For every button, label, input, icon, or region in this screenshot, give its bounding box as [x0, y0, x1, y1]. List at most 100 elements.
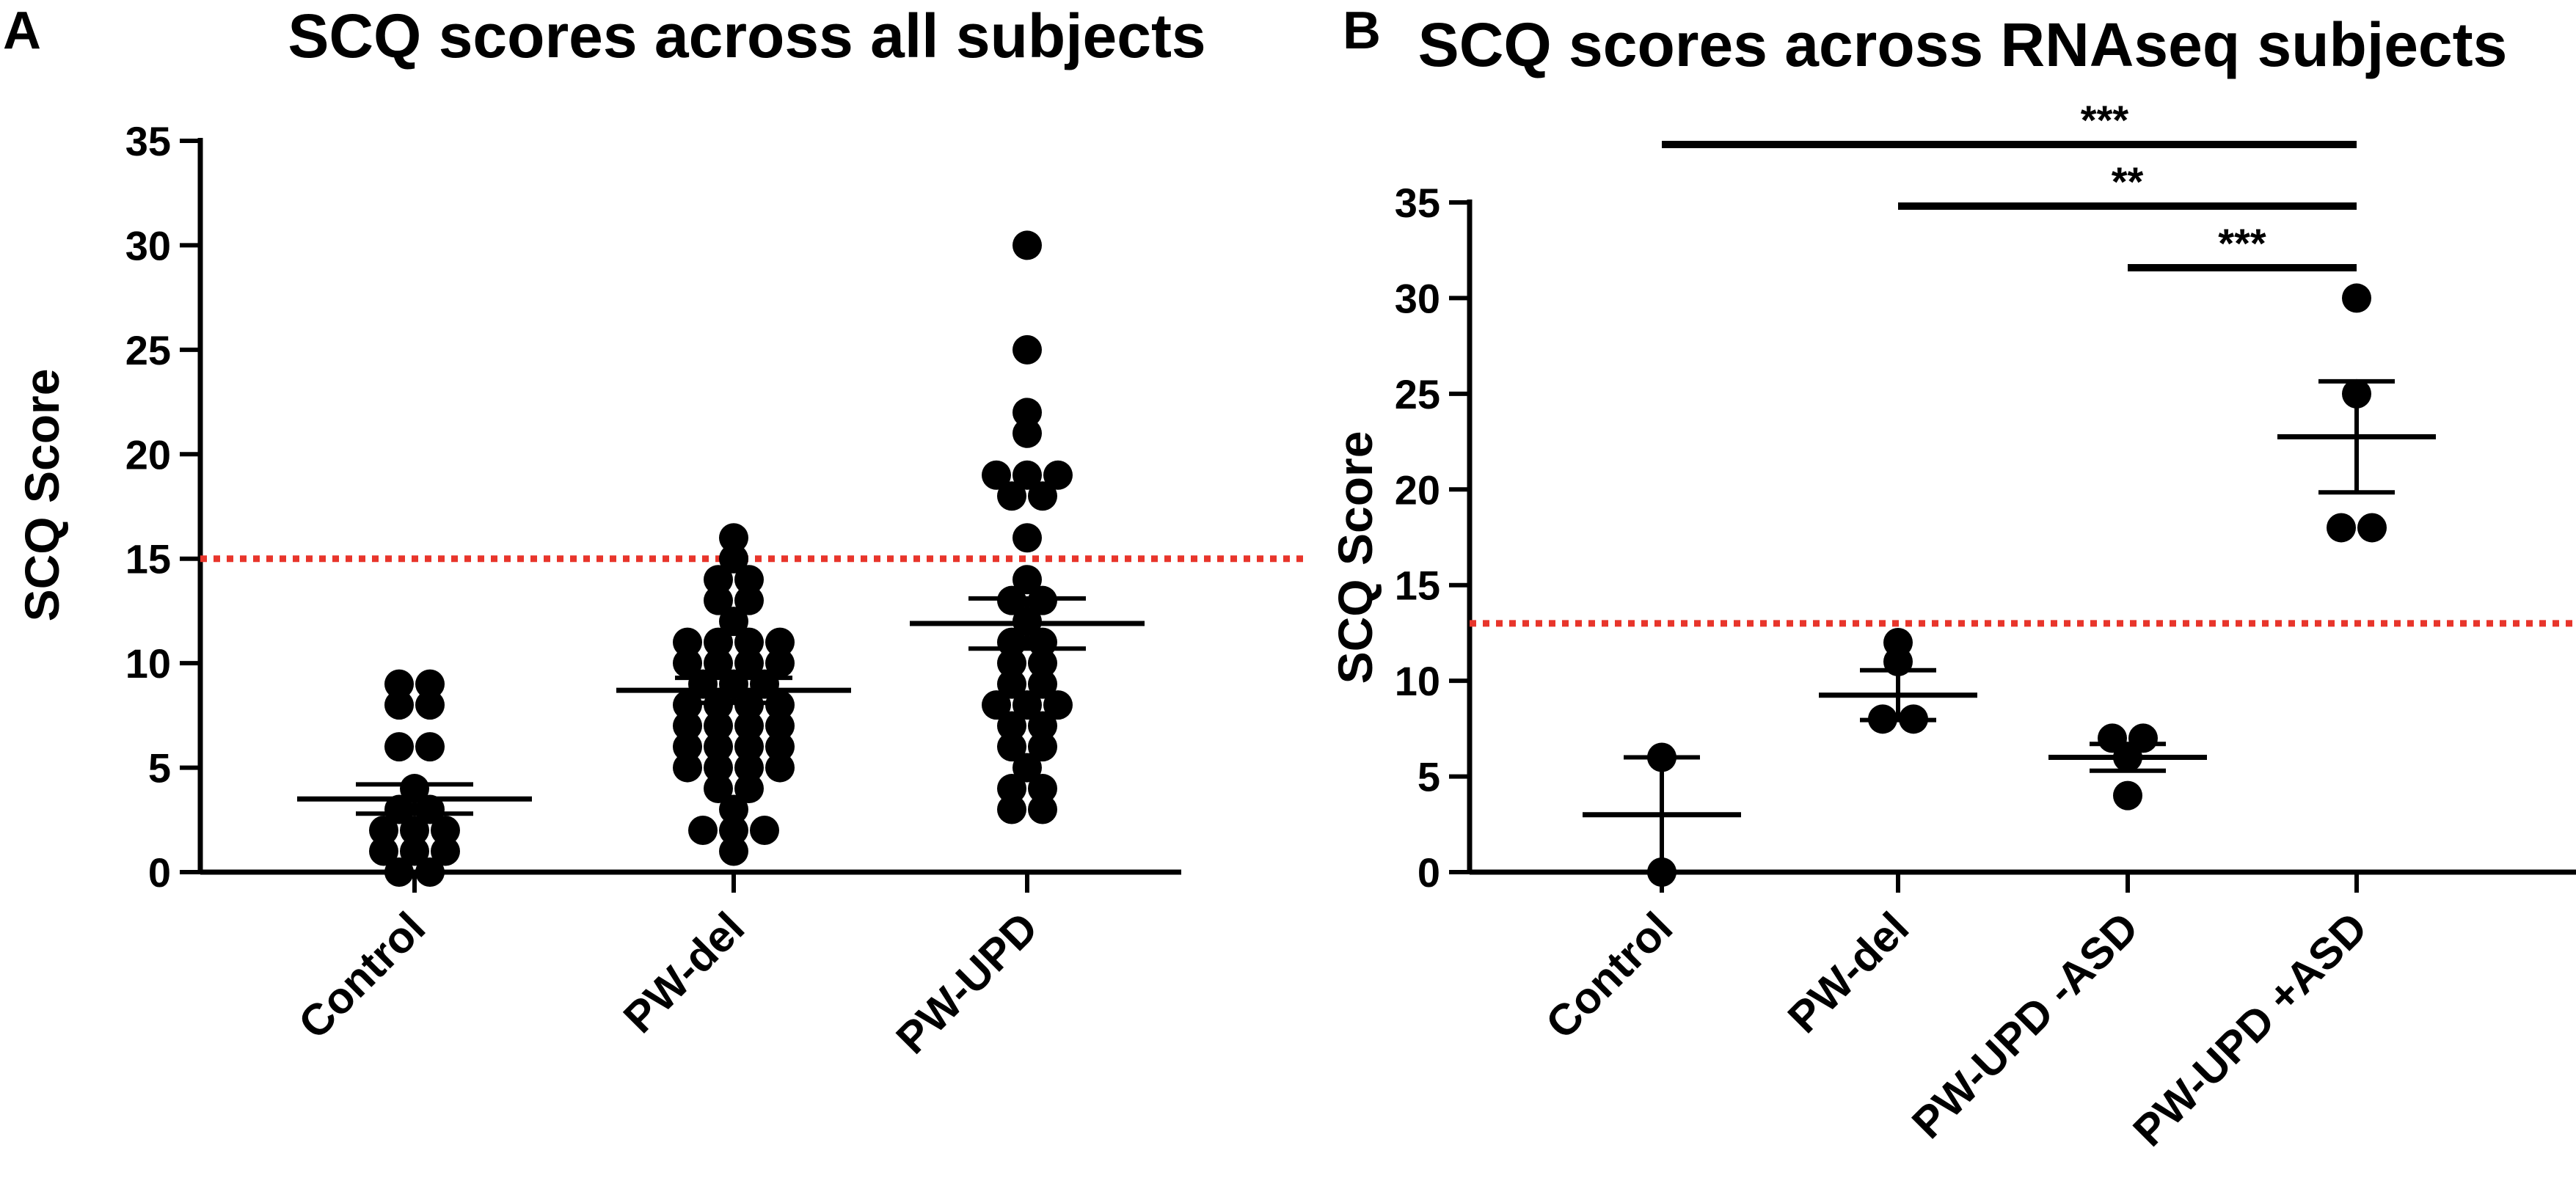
y-tick-label: 30 [1395, 275, 1440, 321]
data-point [384, 732, 414, 762]
data-point [1883, 627, 1913, 657]
data-point [673, 711, 702, 741]
data-point [673, 627, 702, 657]
data-point [384, 857, 414, 887]
data-point [673, 648, 702, 678]
y-tick-label: 25 [125, 327, 171, 373]
data-point [734, 627, 764, 657]
data-point [400, 816, 429, 846]
data-point [719, 607, 748, 637]
data-point [431, 836, 460, 866]
data-point [2113, 780, 2142, 811]
data-point [2098, 723, 2127, 753]
data-point [982, 460, 1011, 490]
panel-a-chart: A SCQ scores across all subjects SCQ Sco… [3, 1, 1310, 1063]
y-tick-label: 35 [1395, 180, 1440, 226]
data-point [1028, 794, 1057, 824]
x-category-label: PW-del [1778, 903, 1918, 1042]
y-tick-label: 25 [1395, 371, 1440, 417]
data-point [415, 794, 445, 824]
data-point [765, 648, 795, 678]
data-point [704, 711, 733, 741]
data-point [384, 794, 414, 824]
data-point [1012, 398, 1042, 428]
data-point [704, 753, 733, 783]
data-point [765, 753, 795, 783]
x-category-label: PW-UPD [887, 903, 1048, 1064]
data-point [997, 774, 1026, 804]
data-point [2357, 513, 2387, 543]
data-point [688, 816, 718, 846]
data-point [1028, 669, 1057, 699]
y-tick-label: 10 [1395, 658, 1440, 704]
data-point [673, 753, 702, 783]
data-point [1028, 732, 1057, 762]
data-point [997, 669, 1026, 699]
data-point [415, 690, 445, 720]
data-point [384, 669, 414, 699]
data-point [704, 627, 733, 657]
x-category-label: Control [289, 903, 434, 1048]
data-point [719, 544, 748, 574]
x-category-label: PW-del [614, 903, 754, 1042]
y-tick-label: 0 [1417, 849, 1440, 896]
y-tick-label: 20 [125, 431, 171, 478]
data-point [734, 774, 764, 804]
data-point [997, 711, 1026, 741]
x-category-label: PW-UPD -ASD [1902, 903, 2148, 1148]
data-point [415, 669, 445, 699]
data-point [997, 481, 1026, 511]
data-point [734, 732, 764, 762]
data-point [704, 732, 733, 762]
data-point [982, 690, 1011, 720]
data-point [704, 585, 733, 615]
y-tick-label: 15 [1395, 563, 1440, 609]
y-tick-label: 20 [1395, 467, 1440, 513]
data-point [765, 711, 795, 741]
data-point [734, 753, 764, 783]
significance-label: *** [2218, 220, 2266, 266]
data-point [765, 627, 795, 657]
data-point [369, 836, 398, 866]
data-point [1012, 418, 1042, 448]
data-point [997, 648, 1026, 678]
data-point [997, 732, 1026, 762]
panel-b-chart: B SCQ scores across RNAseq subjects SCQ … [1328, 1, 2576, 1156]
data-point [719, 523, 748, 553]
data-point [400, 836, 429, 866]
data-point [704, 774, 733, 804]
data-point [2342, 283, 2371, 313]
panel-a-ylabel: SCQ Score [15, 369, 69, 622]
y-tick-label: 10 [125, 640, 171, 687]
y-tick-label: 5 [148, 745, 171, 791]
y-tick-label: 5 [1417, 754, 1440, 800]
data-point [1028, 648, 1057, 678]
data-point [1028, 711, 1057, 741]
data-point [734, 585, 764, 615]
data-point [415, 732, 445, 762]
data-point [750, 816, 779, 846]
data-point [2327, 513, 2356, 543]
data-point [719, 816, 748, 846]
y-tick-label: 30 [125, 222, 171, 268]
data-point [369, 816, 398, 846]
data-point [1012, 565, 1042, 595]
data-point [1028, 774, 1057, 804]
y-tick-label: 35 [125, 118, 171, 164]
x-category-label: PW-UPD +ASD [2123, 903, 2376, 1156]
panel-b-label: B [1343, 1, 1381, 60]
data-point [1043, 690, 1073, 720]
data-point [719, 794, 748, 824]
panel-b-ylabel: SCQ Score [1328, 431, 1382, 684]
y-tick-label: 15 [125, 536, 171, 582]
panel-a-title: SCQ scores across all subjects [288, 1, 1205, 70]
data-point [1043, 460, 1073, 490]
data-point [704, 565, 733, 595]
panel-b-title: SCQ scores across RNAseq subjects [1418, 10, 2508, 79]
y-tick-label: 0 [148, 849, 171, 896]
data-point [1012, 334, 1042, 365]
panel-a-label: A [3, 1, 41, 60]
data-point [1012, 523, 1042, 553]
data-point [704, 648, 733, 678]
